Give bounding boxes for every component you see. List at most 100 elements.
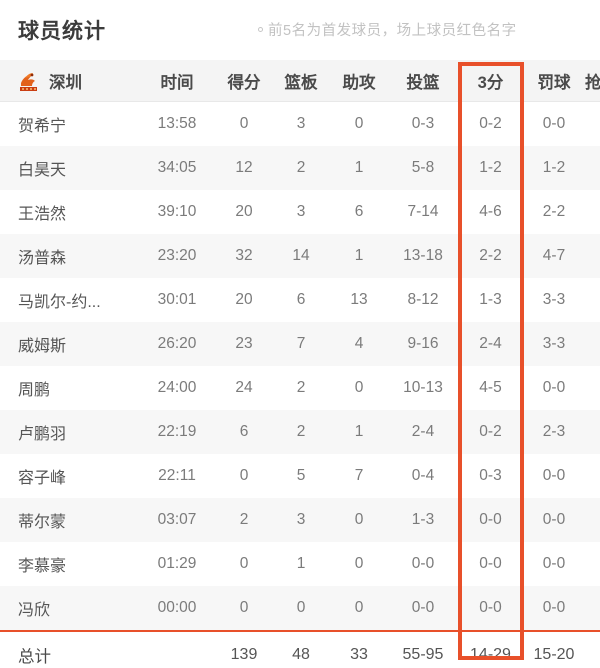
player-points: 20 (235, 291, 253, 308)
player-fieldgoals: 9-16 (407, 335, 439, 352)
header-fieldgoals[interactable]: 投篮 (406, 73, 440, 92)
player-assists: 1 (354, 159, 364, 176)
table-row[interactable]: 马凯尔-约... 30:01 20 6 13 8-12 1-3 3-3 (0, 278, 600, 322)
player-minutes: 23:20 (157, 247, 197, 264)
player-minutes: 01:29 (157, 555, 197, 572)
player-name: 容子峰 (18, 470, 67, 487)
header-time[interactable]: 时间 (160, 73, 194, 92)
player-rebounds: 0 (296, 599, 306, 616)
table-row[interactable]: 贺希宁 13:58 0 3 0 0-3 0-2 0-0 (0, 102, 600, 146)
total-assists: 33 (350, 646, 368, 663)
total-label: 总计 (18, 648, 51, 666)
player-freethrows: 4-7 (542, 247, 566, 264)
table-row[interactable]: 王浩然 39:10 20 3 6 7-14 4-6 2-2 (0, 190, 600, 234)
table-row[interactable]: 白昊天 34:05 12 2 1 5-8 1-2 1-2 (0, 146, 600, 190)
player-fieldgoals: 0-0 (411, 555, 435, 572)
page-title: 球员统计 (18, 20, 106, 43)
player-assists: 7 (354, 467, 364, 484)
player-threes: 0-0 (479, 555, 502, 572)
player-assists: 0 (354, 599, 364, 616)
player-minutes: 39:10 (157, 203, 197, 220)
player-threes: 0-3 (479, 467, 502, 484)
player-assists: 13 (350, 291, 368, 308)
player-name: 马凯尔-约... (18, 294, 101, 311)
table-row[interactable]: 卢鹏羽 22:19 6 2 1 2-4 0-2 2-3 (0, 410, 600, 454)
player-stats-table: 深圳 时间 得分 篮板 助攻 投篮 3分 罚球 抢 贺希宁 13:58 0 3 0 0-3… (0, 60, 600, 668)
player-minutes: 30:01 (157, 291, 197, 308)
player-rebounds: 3 (296, 511, 306, 528)
table-row[interactable]: 容子峰 22:11 0 5 7 0-4 0-3 0-0 (0, 454, 600, 498)
player-points: 2 (239, 511, 249, 528)
player-minutes: 34:05 (157, 159, 197, 176)
table-row[interactable]: 李慕豪 01:29 0 1 0 0-0 0-0 0-0 (0, 542, 600, 586)
header-assists[interactable]: 助攻 (342, 73, 376, 92)
player-fieldgoals: 1-3 (411, 511, 435, 528)
player-fieldgoals: 13-18 (403, 247, 443, 264)
player-rebounds: 2 (296, 423, 306, 440)
player-points: 32 (235, 247, 253, 264)
player-points: 20 (235, 203, 253, 220)
player-points: 24 (235, 379, 253, 396)
table-row[interactable]: 汤普森 23:20 32 14 1 13-18 2-2 4-7 (0, 234, 600, 278)
player-fieldgoals: 8-12 (407, 291, 439, 308)
player-threes: 4-6 (479, 203, 502, 220)
player-minutes: 26:20 (157, 335, 197, 352)
player-name: 冯欣 (18, 602, 51, 619)
player-rebounds: 1 (296, 555, 306, 572)
player-assists: 0 (354, 115, 364, 132)
player-minutes: 00:00 (157, 599, 197, 616)
table-row[interactable]: 蒂尔蒙 03:07 2 3 0 1-3 0-0 0-0 (0, 498, 600, 542)
header-team: 深圳 (0, 68, 138, 94)
player-minutes: 13:58 (157, 115, 197, 132)
player-rebounds: 7 (296, 335, 306, 352)
player-threes: 2-4 (479, 335, 502, 352)
player-name: 周鹏 (18, 382, 51, 399)
player-assists: 1 (354, 423, 364, 440)
player-threes: 4-5 (479, 379, 502, 396)
table-row[interactable]: 威姆斯 26:20 23 7 4 9-16 2-4 3-3 (0, 322, 600, 366)
player-assists: 0 (354, 555, 364, 572)
player-name: 白昊天 (18, 162, 67, 179)
player-freethrows: 0-0 (542, 379, 566, 396)
header-threes[interactable]: 3分 (477, 73, 504, 92)
player-fieldgoals: 0-4 (411, 467, 435, 484)
player-freethrows: 3-3 (542, 291, 566, 308)
table-body: 贺希宁 13:58 0 3 0 0-3 0-2 0-0 白昊天 34:05 12 2 1 5-8 1-2 1-… (0, 102, 600, 630)
header-points[interactable]: 得分 (227, 73, 261, 92)
player-rebounds: 14 (292, 247, 310, 264)
player-name: 威姆斯 (18, 338, 67, 355)
player-minutes: 03:07 (157, 511, 197, 528)
player-fieldgoals: 10-13 (403, 379, 443, 396)
player-name: 蒂尔蒙 (18, 514, 67, 531)
table-total-row: 总计 139 48 33 55-95 14-29 15-20 (0, 630, 600, 668)
player-threes: 1-2 (479, 159, 502, 176)
player-threes: 0-0 (479, 511, 502, 528)
player-name: 汤普森 (18, 250, 67, 267)
player-freethrows: 3-3 (542, 335, 566, 352)
player-freethrows: 2-3 (542, 423, 566, 440)
header-team-label: 深圳 (49, 73, 82, 92)
player-freethrows: 2-2 (542, 203, 566, 220)
total-threes: 14-29 (470, 646, 511, 663)
player-freethrows: 0-0 (542, 511, 566, 528)
player-fieldgoals: 0-3 (411, 115, 435, 132)
table-row[interactable]: 周鹏 24:00 24 2 0 10-13 4-5 0-0 (0, 366, 600, 410)
player-assists: 1 (354, 247, 364, 264)
starters-note-text: 前5名为首发球员，场上球员红色名字 (268, 23, 517, 39)
player-minutes: 22:19 (157, 423, 197, 440)
total-rebounds: 48 (292, 646, 310, 663)
team-logo-icon (16, 68, 41, 94)
player-name: 李慕豪 (18, 558, 67, 575)
header-cutoff[interactable]: 抢 (585, 73, 600, 92)
table-row[interactable]: 冯欣 00:00 0 0 0 0-0 0-0 0-0 (0, 586, 600, 630)
player-freethrows: 0-0 (542, 555, 566, 572)
player-name: 贺希宁 (18, 118, 67, 135)
player-points: 23 (235, 335, 253, 352)
player-threes: 2-2 (479, 247, 502, 264)
header-freethrows[interactable]: 罚球 (537, 73, 571, 92)
player-assists: 0 (354, 379, 364, 396)
player-name: 卢鹏羽 (18, 426, 67, 443)
header-rebounds[interactable]: 篮板 (284, 73, 318, 92)
player-rebounds: 2 (296, 379, 306, 396)
